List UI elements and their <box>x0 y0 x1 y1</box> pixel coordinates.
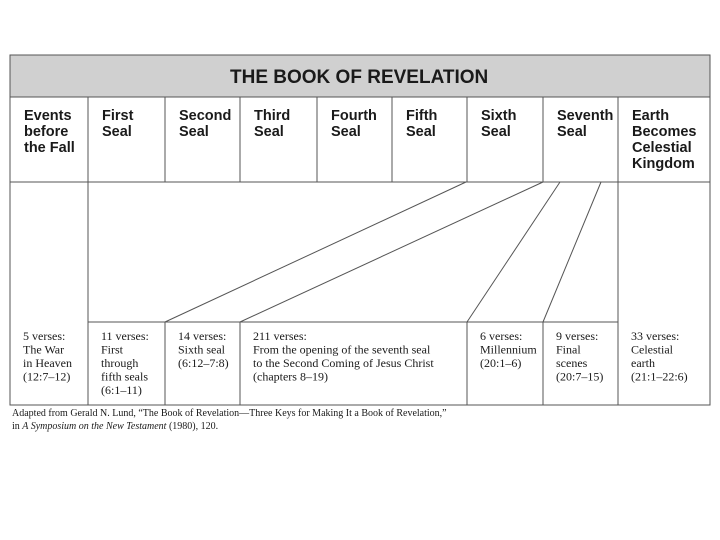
segment-text: (20:7–15) <box>556 370 603 384</box>
title-band <box>10 55 710 97</box>
segment-text: The War <box>23 343 64 357</box>
segment-text: (12:7–12) <box>23 370 70 384</box>
caption-part: (1980), 120. <box>166 421 218 432</box>
column-label: Seal <box>254 124 284 140</box>
segment-text: fifth seals <box>101 370 148 384</box>
column-label: Seventh <box>557 108 613 124</box>
segment-count: 6 verses: <box>480 329 522 343</box>
segment-count: 33 verses: <box>631 329 679 343</box>
segment-count: 11 verses: <box>101 329 149 343</box>
column-label: Seal <box>557 124 587 140</box>
segment-text: through <box>101 356 138 370</box>
caption-part: in <box>12 421 22 432</box>
column-label: Earth <box>632 108 669 124</box>
column-label: Seal <box>406 124 436 140</box>
column-label: Third <box>254 108 290 124</box>
segment-text: in Heaven <box>23 356 72 370</box>
segment-text: Final <box>556 343 581 357</box>
column-label: Sixth <box>481 108 516 124</box>
segment-count: 9 verses: <box>556 329 598 343</box>
column-label: Second <box>179 108 231 124</box>
segment-text: Celestial <box>631 343 674 357</box>
column-label: Kingdom <box>632 156 695 172</box>
segment-text: (20:1–6) <box>480 356 521 370</box>
column-label: Seal <box>102 124 132 140</box>
connector <box>164 181 467 323</box>
column-label: before <box>24 124 68 140</box>
column-label: Becomes <box>632 124 696 140</box>
segment-text: (6:1–11) <box>101 383 142 397</box>
column-label: Seal <box>331 124 361 140</box>
segment-text: earth <box>631 356 655 370</box>
column-label: Celestial <box>632 140 692 156</box>
segment-text: From the opening of the seventh seal <box>253 343 431 357</box>
segment-text: (21:1–22:6) <box>631 370 688 384</box>
segment-text: Millennium <box>480 343 537 357</box>
segment-text: Sixth seal <box>178 343 226 357</box>
segment-count: 211 verses: <box>253 329 307 343</box>
connector <box>542 181 602 323</box>
segment-text: (chapters 8–19) <box>253 370 328 384</box>
column-label: Seal <box>179 124 209 140</box>
segment-text: to the Second Coming of Jesus Christ <box>253 356 434 370</box>
caption: Adapted from Gerald N. Lund, “The Book o… <box>12 408 447 419</box>
segment-text: (6:12–7:8) <box>178 356 229 370</box>
segment-count: 5 verses: <box>23 329 65 343</box>
column-label: Fourth <box>331 108 377 124</box>
column-label: First <box>102 108 134 124</box>
title: THE BOOK OF REVELATION <box>230 67 488 88</box>
frame <box>9 54 711 406</box>
column-label: Events <box>24 108 72 124</box>
caption: in A Symposium on the New Testament (198… <box>12 421 218 432</box>
column-label: Fifth <box>406 108 437 124</box>
column-label: Seal <box>481 124 511 140</box>
caption-part: A Symposium on the New Testament <box>21 421 166 432</box>
segment-text: First <box>101 343 124 357</box>
column-label: the Fall <box>24 140 75 156</box>
connector <box>239 181 544 323</box>
segment-count: 14 verses: <box>178 329 226 343</box>
connector <box>466 181 561 323</box>
segment-text: scenes <box>556 356 588 370</box>
